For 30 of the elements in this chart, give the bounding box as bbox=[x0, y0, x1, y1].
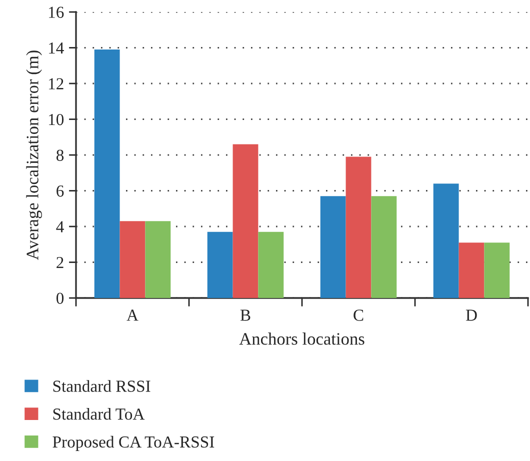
bar bbox=[433, 184, 459, 298]
bar bbox=[346, 156, 372, 298]
bar bbox=[320, 196, 346, 298]
bar bbox=[207, 232, 233, 298]
bar bbox=[458, 242, 484, 298]
y-tick-label: 2 bbox=[56, 256, 64, 268]
bar bbox=[258, 232, 284, 298]
legend-label: Standard RSSI bbox=[53, 380, 150, 392]
y-tick-label: 10 bbox=[48, 114, 64, 126]
legend-label: Proposed CA ToA-RSSI bbox=[52, 436, 214, 452]
y-tick-label: 0 bbox=[56, 292, 64, 304]
y-tick-label: 14 bbox=[48, 42, 64, 54]
bar bbox=[145, 221, 171, 298]
bar bbox=[94, 50, 120, 298]
x-tick-label: D bbox=[466, 310, 477, 321]
y-tick-label: 12 bbox=[48, 78, 64, 90]
x-tick-label: C bbox=[354, 310, 364, 321]
x-axis-title: Anchors locations bbox=[239, 332, 364, 345]
y-tick-label: 6 bbox=[56, 185, 64, 197]
y-axis-title: Average localization error (m) bbox=[26, 50, 42, 260]
y-tick-label: 4 bbox=[56, 221, 64, 232]
x-tick-label: A bbox=[126, 310, 138, 321]
bar bbox=[232, 144, 258, 298]
y-tick-label: 8 bbox=[56, 150, 64, 161]
bar bbox=[120, 221, 146, 298]
y-tick-label: 16 bbox=[48, 6, 64, 18]
bar bbox=[371, 196, 397, 298]
bar bbox=[484, 242, 510, 298]
x-tick-label: B bbox=[240, 310, 250, 321]
legend-label: Standard ToA bbox=[53, 408, 145, 420]
